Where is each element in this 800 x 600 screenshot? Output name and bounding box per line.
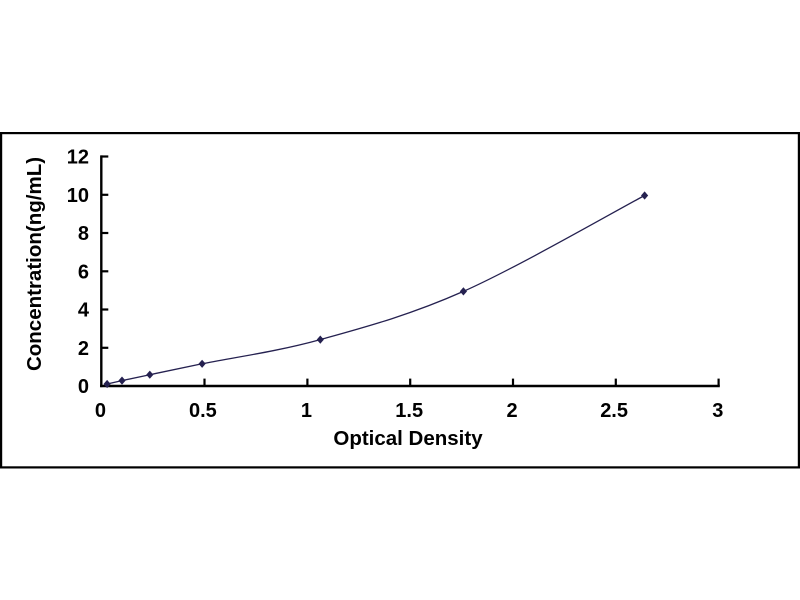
svg-text:0.5: 0.5 bbox=[189, 400, 217, 422]
svg-text:2.5: 2.5 bbox=[600, 400, 628, 422]
svg-text:0: 0 bbox=[78, 376, 89, 398]
svg-text:3: 3 bbox=[712, 400, 723, 422]
svg-text:2: 2 bbox=[78, 338, 89, 360]
svg-text:1: 1 bbox=[301, 400, 312, 422]
svg-text:6: 6 bbox=[78, 262, 89, 284]
svg-text:12: 12 bbox=[67, 147, 89, 169]
svg-text:Optical Density: Optical Density bbox=[333, 427, 483, 450]
svg-text:4: 4 bbox=[78, 300, 90, 322]
svg-text:8: 8 bbox=[78, 223, 89, 245]
svg-text:10: 10 bbox=[67, 185, 89, 207]
svg-text:1.5: 1.5 bbox=[395, 400, 423, 422]
svg-text:0: 0 bbox=[95, 400, 106, 422]
svg-text:2: 2 bbox=[507, 400, 518, 422]
svg-text:Concentration(ng/mL): Concentration(ng/mL) bbox=[23, 157, 46, 371]
